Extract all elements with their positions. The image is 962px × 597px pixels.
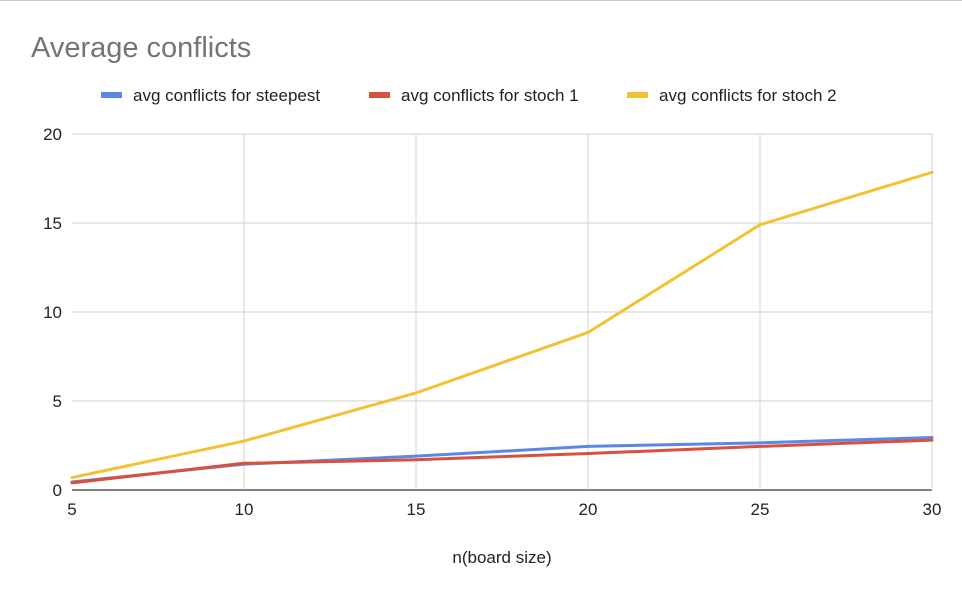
series-lines: [70, 170, 934, 485]
y-tick-label: 0: [53, 481, 62, 500]
x-tick-label: 10: [235, 500, 254, 519]
x-tick-label: 25: [751, 500, 770, 519]
series-line-2: [70, 438, 934, 485]
x-axis-label: n(board size): [452, 548, 551, 567]
y-tick-label: 20: [43, 125, 62, 144]
y-tick-label: 10: [43, 303, 62, 322]
chart-title: Average conflicts: [31, 32, 251, 64]
x-tick-label: 5: [67, 500, 76, 519]
y-tick-label: 5: [53, 392, 62, 411]
legend-swatch: [369, 92, 390, 98]
legend-item-3: avg conflicts for stoch 2: [627, 86, 837, 105]
y-axis-ticks: 0 5 10 15 20: [43, 125, 62, 500]
x-tick-label: 30: [923, 500, 942, 519]
legend-label: avg conflicts for steepest: [133, 86, 320, 105]
legend-swatch: [627, 92, 648, 98]
x-axis-ticks: 5 10 15 20 25 30: [67, 500, 941, 519]
legend-item-1: avg conflicts for steepest: [101, 86, 320, 105]
x-tick-label: 20: [579, 500, 598, 519]
legend-item-2: avg conflicts for stoch 1: [369, 86, 579, 105]
series-line-3: [70, 170, 934, 480]
x-tick-label: 15: [407, 500, 426, 519]
y-tick-label: 15: [43, 214, 62, 233]
legend: avg conflicts for steepest avg conflicts …: [101, 86, 837, 105]
legend-label: avg conflicts for stoch 2: [659, 86, 837, 105]
grid: [72, 133, 933, 491]
legend-swatch: [101, 92, 122, 98]
legend-label: avg conflicts for stoch 1: [401, 86, 579, 105]
